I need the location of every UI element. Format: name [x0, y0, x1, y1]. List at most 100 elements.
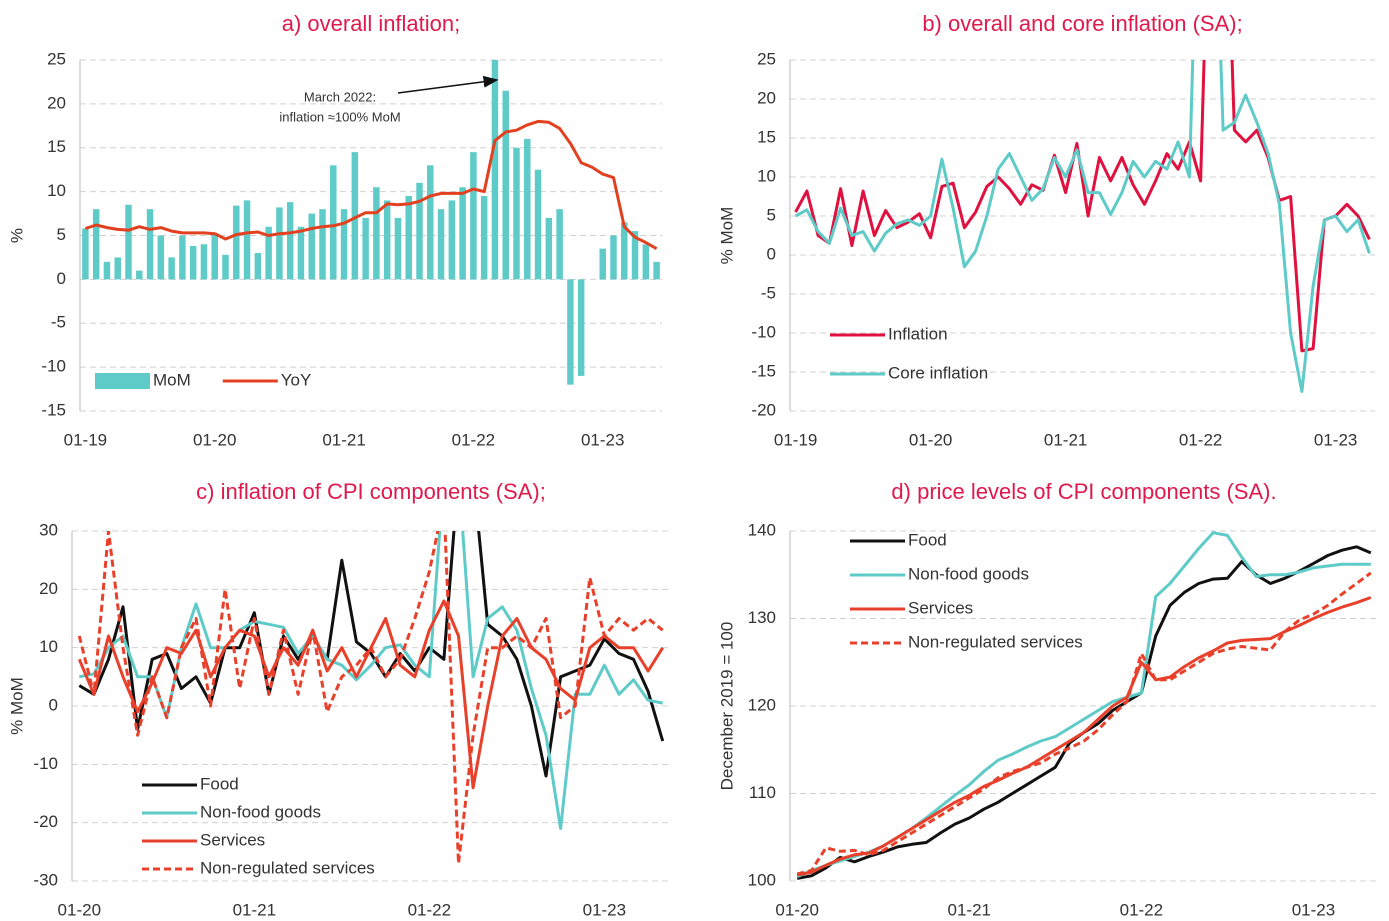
x-tick-label: 01-23 — [581, 430, 624, 449]
chart-title: b) overall and core inflation (SA); — [922, 11, 1242, 36]
y-tick-label: 20 — [757, 88, 776, 107]
x-tick-label: 01-23 — [1314, 430, 1357, 449]
series-line — [84, 119, 658, 251]
bar — [524, 138, 531, 280]
y-tick-label: -20 — [751, 400, 776, 419]
plot — [82, 60, 660, 385]
y-tick-label: 5 — [767, 205, 776, 224]
series-line — [77, 531, 664, 865]
legend-label: YoY — [281, 370, 312, 389]
x-tick-label: 01-20 — [909, 430, 952, 449]
plot — [796, 531, 1372, 880]
x-tick-label: 01-20 — [58, 900, 101, 919]
bar — [157, 235, 165, 280]
legend-label: Services — [200, 830, 265, 849]
bar — [179, 235, 186, 280]
bar — [513, 147, 520, 280]
bar — [297, 226, 305, 280]
bar — [103, 261, 111, 280]
annotation: March 2022: — [304, 89, 376, 104]
bar — [254, 253, 262, 280]
bar — [82, 228, 89, 280]
legend-label: Non-regulated services — [200, 858, 375, 877]
plot — [794, 60, 1371, 393]
y-axis-label: % MoM — [7, 677, 26, 735]
bar — [168, 257, 175, 280]
legend-label: Non-food goods — [908, 564, 1029, 583]
y-tick-label: -5 — [761, 283, 776, 302]
bar — [621, 222, 628, 280]
bar — [599, 248, 606, 280]
series-line — [796, 545, 1372, 880]
bar — [437, 209, 445, 280]
series-line — [78, 531, 665, 778]
y-tick-label: 25 — [757, 49, 776, 68]
bar — [502, 90, 509, 280]
series-line — [796, 531, 1371, 878]
x-tick-label: 01-23 — [583, 900, 626, 919]
y-tick-label: 10 — [39, 637, 58, 656]
y-tick-label: -5 — [51, 313, 66, 332]
y-tick-label: 15 — [47, 137, 66, 156]
bar — [276, 207, 283, 280]
bar — [556, 209, 563, 280]
bar — [373, 187, 380, 280]
bar — [136, 270, 143, 280]
y-tick-label: 110 — [749, 783, 776, 802]
legend-label: Non-food goods — [200, 802, 321, 821]
bar — [125, 204, 132, 280]
legend-label: MoM — [153, 370, 191, 389]
bar — [308, 213, 315, 280]
bar — [351, 152, 359, 280]
legend-label: Services — [908, 598, 973, 617]
y-tick-label: 10 — [47, 181, 66, 200]
bar — [567, 279, 574, 385]
annotation-arrow — [397, 75, 499, 94]
y-tick-label: -20 — [33, 812, 58, 831]
bar — [189, 246, 197, 280]
x-tick-label: 01-21 — [322, 430, 365, 449]
bar — [653, 261, 660, 280]
bar — [330, 165, 337, 280]
legend-swatch — [95, 373, 150, 389]
y-tick-label: 15 — [757, 127, 776, 146]
bar — [114, 257, 121, 280]
x-tick-label: 01-21 — [233, 900, 276, 919]
y-tick-label: 20 — [39, 579, 58, 598]
x-tick-label: 01-22 — [408, 900, 451, 919]
bar — [286, 202, 294, 280]
bar — [610, 235, 617, 280]
y-tick-label: -15 — [751, 361, 776, 380]
series-line — [79, 531, 663, 830]
legend-label: Food — [200, 774, 239, 793]
bar — [448, 200, 456, 280]
bar — [459, 187, 466, 280]
y-tick-label: 100 — [748, 870, 776, 889]
series-line — [796, 596, 1372, 877]
bar — [211, 232, 218, 280]
bar — [427, 165, 434, 280]
chart-title: a) overall inflation; — [282, 11, 461, 36]
legend-label: Non-regulated services — [908, 632, 1083, 651]
bar — [577, 279, 585, 376]
x-tick-label: 01-22 — [1120, 900, 1163, 919]
bar — [340, 209, 348, 280]
y-tick-label: 120 — [748, 695, 776, 714]
y-tick-label: 140 — [748, 520, 776, 539]
bar — [631, 231, 639, 280]
x-tick-label: 01-20 — [775, 900, 818, 919]
legend-label: Inflation — [888, 324, 948, 343]
x-tick-label: 01-21 — [1044, 430, 1087, 449]
bar — [416, 182, 423, 280]
y-tick-label: 130 — [748, 608, 776, 627]
chart-title: c) inflation of CPI components (SA); — [196, 479, 546, 504]
x-tick-label: 01-21 — [948, 900, 991, 919]
y-tick-label: 20 — [47, 93, 66, 112]
plot — [77, 531, 665, 865]
series-line — [796, 571, 1372, 876]
y-tick-label: 0 — [57, 269, 66, 288]
y-tick-label: -10 — [751, 322, 776, 341]
x-tick-label: 01-19 — [774, 430, 817, 449]
bar — [319, 209, 326, 280]
